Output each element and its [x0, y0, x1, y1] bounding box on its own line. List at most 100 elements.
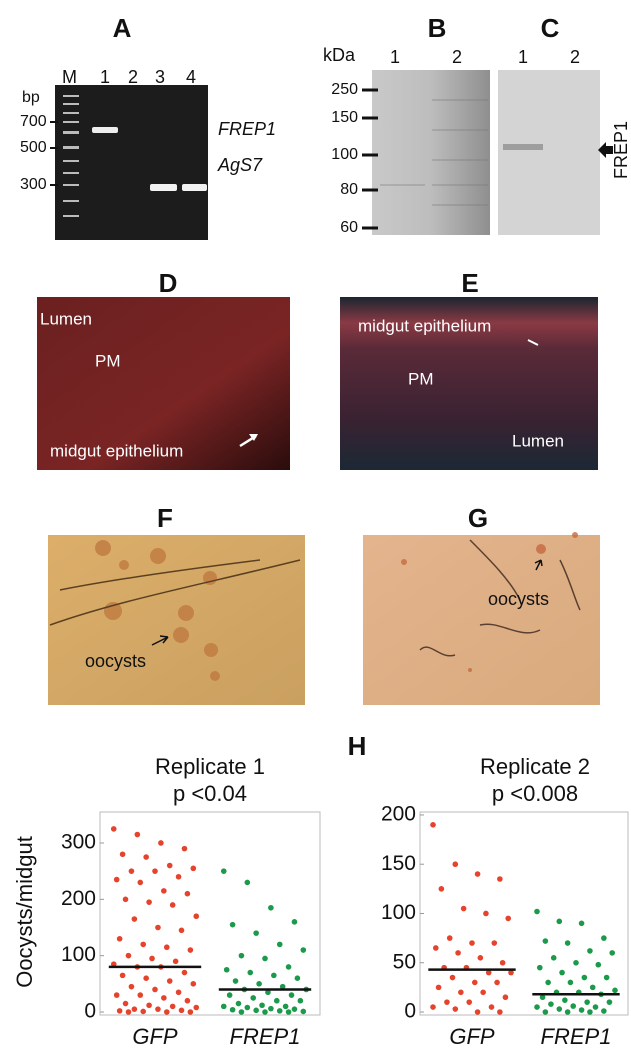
- data-point: [607, 999, 613, 1005]
- annotation: PM: [408, 369, 434, 388]
- data-point: [164, 1009, 170, 1015]
- panel-label: H: [348, 731, 367, 761]
- data-point: [491, 940, 497, 946]
- data-point: [584, 999, 590, 1005]
- x-tick-label: FREP1: [230, 1024, 301, 1049]
- data-point: [155, 1006, 161, 1012]
- data-point: [497, 1009, 503, 1015]
- data-point: [123, 897, 129, 903]
- x-tick-label: GFP: [449, 1024, 495, 1049]
- panel-label: E: [461, 268, 478, 298]
- data-point: [161, 995, 167, 1001]
- data-point: [117, 1008, 123, 1014]
- data-point: [111, 826, 117, 832]
- data-point: [461, 906, 467, 912]
- data-point: [224, 967, 230, 973]
- data-point: [609, 950, 615, 956]
- data-point: [182, 970, 188, 976]
- chart-subtitle: p <0.008: [492, 781, 578, 806]
- data-point: [114, 992, 120, 998]
- data-point: [582, 975, 588, 981]
- data-point: [537, 965, 543, 971]
- size-label: 700: [20, 113, 47, 130]
- data-point: [595, 962, 601, 968]
- annotation: Lumen: [512, 431, 564, 450]
- data-point: [120, 973, 126, 979]
- data-point: [565, 940, 571, 946]
- gene-label: FREP1: [218, 119, 276, 139]
- data-point: [587, 948, 593, 954]
- data-point: [259, 1002, 265, 1008]
- data-point: [152, 868, 158, 874]
- data-point: [559, 970, 565, 976]
- data-point: [573, 960, 579, 966]
- annotation: Lumen: [40, 309, 92, 328]
- data-point: [543, 1009, 549, 1015]
- data-point: [480, 989, 486, 995]
- data-point: [149, 956, 155, 962]
- data-point: [193, 1005, 199, 1011]
- x-tick-label: FREP1: [541, 1024, 612, 1049]
- data-point: [433, 945, 439, 951]
- data-point: [301, 947, 307, 953]
- data-point: [534, 1004, 540, 1010]
- data-point: [137, 992, 143, 998]
- blot-image: [498, 70, 600, 235]
- lane-label: 3: [155, 67, 165, 87]
- data-point: [146, 899, 152, 905]
- data-point: [494, 980, 500, 986]
- data-point: [472, 980, 478, 986]
- data-point: [185, 891, 191, 897]
- data-point: [475, 1009, 481, 1015]
- size-label: 500: [20, 139, 47, 156]
- data-point: [191, 866, 197, 872]
- data-point: [489, 1004, 495, 1010]
- data-point: [277, 942, 283, 948]
- data-point: [587, 1009, 593, 1015]
- data-point: [129, 984, 135, 990]
- gel-band: [92, 127, 118, 133]
- data-point: [137, 880, 143, 886]
- data-point: [612, 988, 618, 994]
- data-point: [239, 1009, 245, 1015]
- data-point: [452, 861, 458, 867]
- size-label: 150: [331, 109, 358, 126]
- panel-label: F: [157, 503, 173, 533]
- micrograph: [48, 535, 305, 705]
- data-point: [444, 999, 450, 1005]
- panel-label: G: [468, 503, 488, 533]
- data-point: [268, 905, 274, 911]
- data-point: [176, 989, 182, 995]
- data-point: [164, 944, 170, 950]
- data-point: [236, 1001, 242, 1007]
- protein-label: FREP1: [611, 121, 631, 179]
- data-point: [556, 919, 562, 925]
- y-axis-label: Oocysts/midgut: [12, 836, 37, 988]
- data-point: [262, 1009, 268, 1015]
- data-point: [601, 935, 607, 941]
- data-point: [179, 1008, 185, 1014]
- micrograph: [363, 535, 600, 705]
- data-point: [286, 964, 292, 970]
- data-point: [253, 930, 259, 936]
- data-point: [548, 1001, 554, 1007]
- data-point: [534, 909, 540, 915]
- data-point: [167, 978, 173, 984]
- data-point: [430, 1004, 436, 1010]
- lane-label: 2: [128, 67, 138, 87]
- data-point: [126, 953, 132, 959]
- data-point: [132, 1006, 138, 1012]
- y-tick-label: 100: [381, 901, 416, 924]
- size-label: 80: [340, 181, 358, 198]
- data-point: [167, 863, 173, 869]
- data-point: [250, 995, 256, 1001]
- data-point: [221, 868, 227, 874]
- data-point: [570, 1003, 576, 1009]
- data-point: [123, 1001, 129, 1007]
- data-point: [436, 985, 442, 991]
- data-point: [565, 1009, 571, 1015]
- chart-title: Replicate 1: [155, 754, 265, 779]
- data-point: [274, 998, 280, 1004]
- data-point: [152, 987, 158, 993]
- chart-title: Replicate 2: [480, 754, 590, 779]
